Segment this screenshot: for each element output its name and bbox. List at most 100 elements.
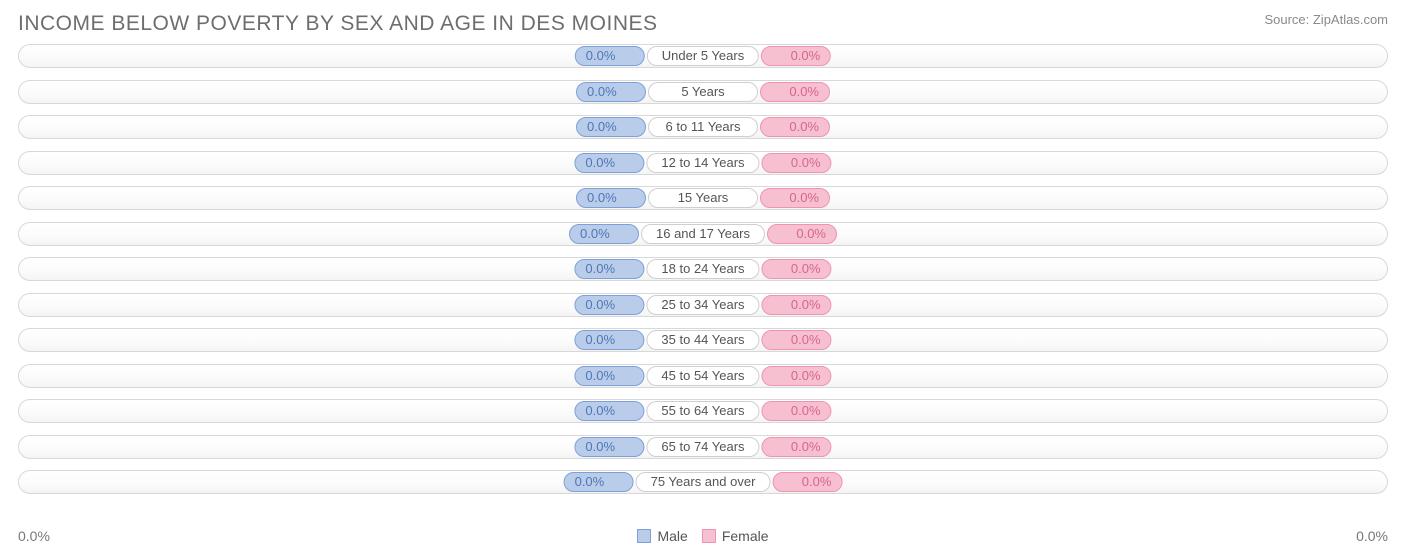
male-value: 0.0% [585,155,615,170]
chart-area: 0.0%Under 5 Years0.0%0.0%5 Years0.0%0.0%… [0,44,1406,494]
age-label-text: 75 Years and over [651,474,756,489]
row-center-stack: 0.0% Under 5 Years 0.0% [575,46,831,66]
age-label-text: 25 to 34 Years [661,297,744,312]
chart-footer: 0.0% Male Female 0.0% [18,528,1388,544]
male-bar: 0.0% [574,330,644,350]
chart-row: 0.0%65 to 74 Years0.0% [18,435,1388,459]
male-value: 0.0% [586,48,616,63]
chart-source: Source: ZipAtlas.com [1264,12,1388,27]
male-bar: 0.0% [569,224,639,244]
row-center-stack: 0.0% 25 to 34 Years 0.0% [574,295,831,315]
age-label-text: 12 to 14 Years [661,155,744,170]
male-bar: 0.0% [574,437,644,457]
row-center-stack: 0.0% 18 to 24 Years 0.0% [574,259,831,279]
chart-row: 0.0% 16 and 17 Years 0.0% [18,222,1388,246]
female-bar: 0.0% [772,472,842,492]
female-bar: 0.0% [762,330,832,350]
legend-female-label: Female [722,528,769,544]
male-value: 0.0% [585,332,615,347]
female-bar: 0.0% [762,401,832,421]
female-bar: 0.0% [761,46,831,66]
male-value: 0.0% [585,368,615,383]
female-value: 0.0% [791,261,821,276]
male-value: 0.0% [580,226,610,241]
female-value: 0.0% [791,439,821,454]
male-bar: 0.0% [574,153,644,173]
legend-male-label: Male [657,528,687,544]
row-center-stack: 0.0% 5 Years 0.0% [576,82,830,102]
axis-left-label: 0.0% [18,528,50,544]
chart-row: 0.0% 75 Years and over 0.0% [18,470,1388,494]
male-value: 0.0% [585,403,615,418]
age-label-text: Under 5 Years [662,48,744,63]
male-bar: 0.0% [574,366,644,386]
female-bar: 0.0% [762,437,832,457]
chart-row: 0.0% 5 Years 0.0% [18,80,1388,104]
chart-header: INCOME BELOW POVERTY BY SEX AND AGE IN D… [0,0,1406,44]
age-label: 35 to 44 Years [646,330,759,350]
age-label: 55 to 64 Years [646,401,759,421]
row-center-stack: 0.0% 12 to 14 Years 0.0% [574,153,831,173]
age-label: 5 Years [648,82,758,102]
male-value: 0.0% [587,190,617,205]
age-label-text: 16 and 17 Years [656,226,750,241]
female-bar: 0.0% [767,224,837,244]
female-value: 0.0% [789,190,819,205]
legend-item-male: Male [637,528,687,544]
male-bar: 0.0% [576,188,646,208]
male-bar: 0.0% [574,295,644,315]
legend: Male Female [637,528,768,544]
male-bar: 0.0% [576,117,646,137]
male-swatch-icon [637,529,651,543]
age-label-text: 6 to 11 Years [666,119,741,134]
age-label: 12 to 14 Years [646,153,759,173]
female-value: 0.0% [791,403,821,418]
female-bar: 0.0% [762,295,832,315]
male-bar: 0.0% [575,46,645,66]
female-value: 0.0% [789,119,819,134]
male-value: 0.0% [585,261,615,276]
age-label-text: 5 Years [681,84,724,99]
age-label-text: 45 to 54 Years [661,368,744,383]
female-value: 0.0% [791,48,821,63]
chart-row: 0.0% 18 to 24 Years 0.0% [18,257,1388,281]
female-bar: 0.0% [762,366,832,386]
age-label: 15 Years [648,188,758,208]
chart-row: 0.0% 15 Years 0.0% [18,186,1388,210]
row-center-stack: 0.0% 15 Years 0.0% [576,188,830,208]
age-label: Under 5 Years [647,46,759,66]
male-value: 0.0% [587,119,617,134]
chart-row: 0.0% 45 to 54 Years 0.0% [18,364,1388,388]
female-swatch-icon [702,529,716,543]
chart-row: 0.0% Under 5 Years 0.0% [18,44,1388,68]
row-center-stack: 0.0% 6 to 11 Years 0.0% [576,117,830,137]
male-bar: 0.0% [564,472,634,492]
row-center-stack: 0.0% 35 to 44 Years 0.0% [574,330,831,350]
legend-item-female: Female [702,528,769,544]
age-label-text: 35 to 44 Years [661,332,744,347]
male-value: 0.0% [587,84,617,99]
female-value: 0.0% [791,297,821,312]
chart-title: INCOME BELOW POVERTY BY SEX AND AGE IN D… [18,12,658,36]
male-value: 0.0% [585,297,615,312]
age-label: 75 Years and over [636,472,771,492]
axis-right-label: 0.0% [1356,528,1388,544]
age-label: 45 to 54 Years [646,366,759,386]
row-center-stack: 0.0% 55 to 64 Years 0.0% [574,401,831,421]
female-value: 0.0% [791,155,821,170]
female-value: 0.0% [789,84,819,99]
age-label-text: 15 Years [678,190,729,205]
chart-row: 0.0% 55 to 64 Years 0.0% [18,399,1388,423]
male-value: 0.0% [575,474,605,489]
age-label: 18 to 24 Years [646,259,759,279]
female-bar: 0.0% [762,153,832,173]
female-bar: 0.0% [762,259,832,279]
female-bar: 0.0% [760,82,830,102]
age-label-text: 18 to 24 Years [661,261,744,276]
row-center-stack: 0.0% 16 and 17 Years 0.0% [569,224,837,244]
female-value: 0.0% [796,226,826,241]
age-label: 65 to 74 Years [646,437,759,457]
female-bar: 0.0% [760,117,830,137]
age-label: 16 and 17 Years [641,224,765,244]
age-label: 25 to 34 Years [646,295,759,315]
